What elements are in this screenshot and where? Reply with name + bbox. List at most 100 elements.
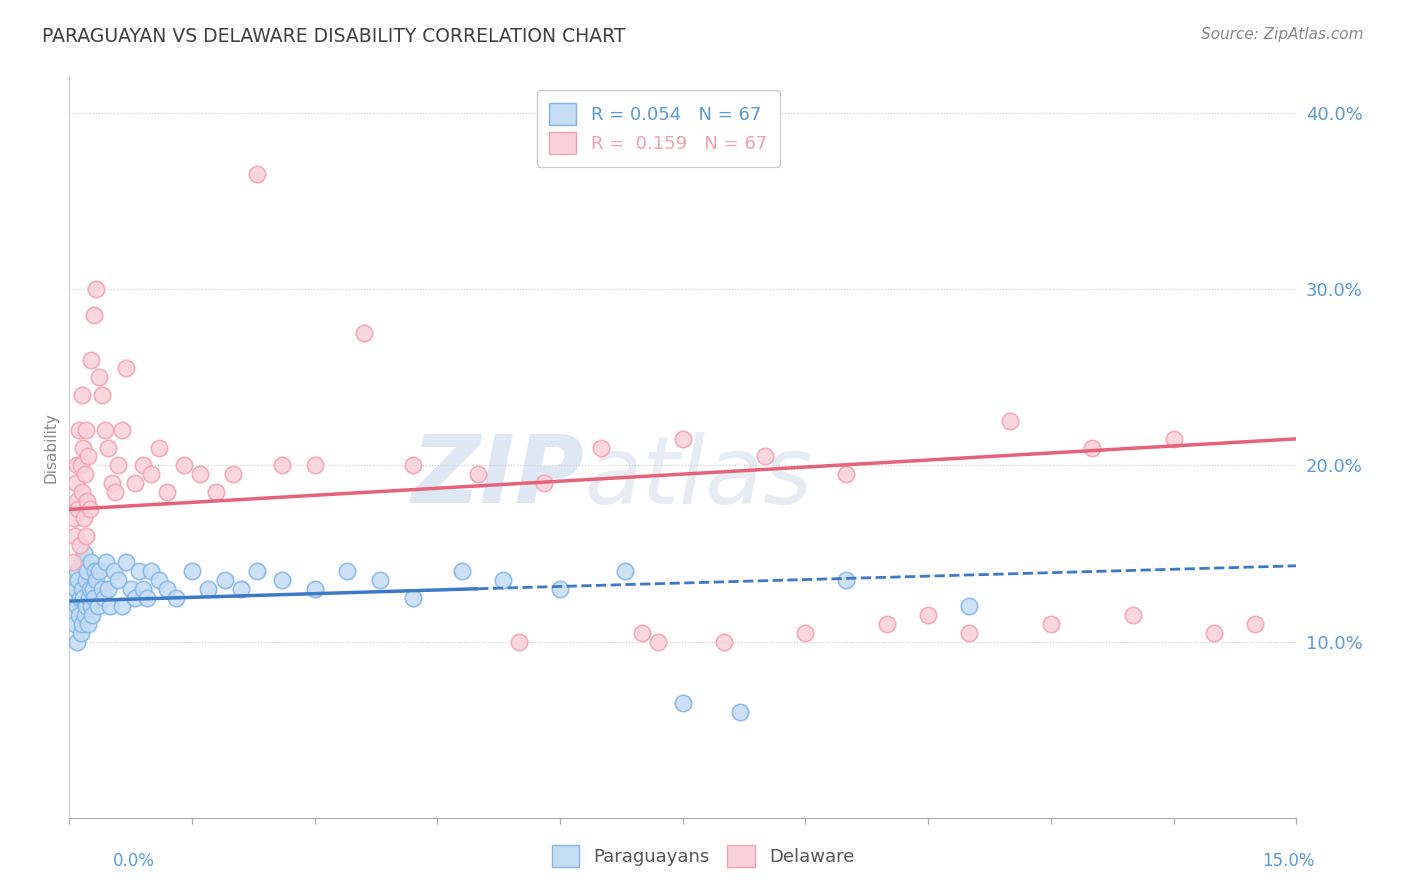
Point xyxy=(1163,432,1185,446)
Point xyxy=(246,564,269,578)
Point xyxy=(69,625,91,640)
Point xyxy=(132,458,155,473)
Point xyxy=(136,591,159,605)
Point xyxy=(148,441,170,455)
Point xyxy=(173,458,195,473)
Point xyxy=(75,599,97,614)
Point xyxy=(222,467,245,482)
Point xyxy=(63,529,86,543)
Point xyxy=(214,573,236,587)
Point xyxy=(72,441,94,455)
Point xyxy=(957,599,980,614)
Point xyxy=(65,493,87,508)
Point xyxy=(70,555,93,569)
Point xyxy=(83,591,105,605)
Point xyxy=(713,634,735,648)
Legend: R = 0.054   N = 67, R =  0.159   N = 67: R = 0.054 N = 67, R = 0.159 N = 67 xyxy=(537,90,780,167)
Point xyxy=(77,591,100,605)
Point xyxy=(1081,441,1104,455)
Point xyxy=(84,564,107,578)
Point xyxy=(83,309,105,323)
Text: Source: ZipAtlas.com: Source: ZipAtlas.com xyxy=(1201,27,1364,42)
Point xyxy=(77,617,100,632)
Point xyxy=(124,475,146,490)
Point xyxy=(156,582,179,596)
Point xyxy=(100,475,122,490)
Point xyxy=(492,573,515,587)
Point xyxy=(304,458,326,473)
Point xyxy=(1122,608,1144,623)
Point xyxy=(103,564,125,578)
Point xyxy=(63,511,86,525)
Point xyxy=(246,168,269,182)
Point xyxy=(197,582,219,596)
Point xyxy=(304,582,326,596)
Point xyxy=(104,484,127,499)
Point xyxy=(67,423,90,437)
Point xyxy=(998,414,1021,428)
Point xyxy=(271,458,294,473)
Point xyxy=(87,599,110,614)
Point xyxy=(87,370,110,384)
Point xyxy=(79,599,101,614)
Point xyxy=(72,591,94,605)
Point xyxy=(69,458,91,473)
Point xyxy=(75,573,97,587)
Point xyxy=(1039,617,1062,632)
Point xyxy=(451,564,474,578)
Point xyxy=(67,573,90,587)
Point xyxy=(66,564,89,578)
Point xyxy=(67,502,90,516)
Point xyxy=(94,423,117,437)
Point xyxy=(79,502,101,516)
Point xyxy=(84,282,107,296)
Point xyxy=(67,608,90,623)
Point xyxy=(80,555,103,569)
Text: 15.0%: 15.0% xyxy=(1263,852,1315,870)
Text: atlas: atlas xyxy=(585,432,813,523)
Point xyxy=(402,458,425,473)
Point xyxy=(75,423,97,437)
Point xyxy=(72,582,94,596)
Point xyxy=(107,573,129,587)
Point xyxy=(69,591,91,605)
Text: ZIP: ZIP xyxy=(412,432,585,524)
Y-axis label: Disability: Disability xyxy=(44,412,58,483)
Point xyxy=(672,432,695,446)
Point xyxy=(82,582,104,596)
Point xyxy=(73,546,96,560)
Point xyxy=(111,599,134,614)
Point xyxy=(91,388,114,402)
Point xyxy=(148,573,170,587)
Point xyxy=(77,450,100,464)
Point xyxy=(82,608,104,623)
Point xyxy=(647,634,669,648)
Point xyxy=(70,388,93,402)
Point xyxy=(957,625,980,640)
Point xyxy=(917,608,939,623)
Point xyxy=(80,352,103,367)
Point xyxy=(229,582,252,596)
Point xyxy=(271,573,294,587)
Point xyxy=(76,564,98,578)
Legend: Paraguayans, Delaware: Paraguayans, Delaware xyxy=(544,838,862,874)
Point xyxy=(128,564,150,578)
Point xyxy=(533,475,555,490)
Point xyxy=(63,617,86,632)
Point xyxy=(93,591,115,605)
Point xyxy=(65,582,87,596)
Point xyxy=(368,573,391,587)
Point xyxy=(124,591,146,605)
Point xyxy=(835,467,858,482)
Point xyxy=(614,564,637,578)
Point xyxy=(336,564,359,578)
Point xyxy=(876,617,898,632)
Point xyxy=(120,582,142,596)
Point xyxy=(97,441,120,455)
Text: 0.0%: 0.0% xyxy=(112,852,155,870)
Point xyxy=(73,511,96,525)
Point xyxy=(111,423,134,437)
Point xyxy=(139,564,162,578)
Point xyxy=(467,467,489,482)
Point xyxy=(62,555,84,569)
